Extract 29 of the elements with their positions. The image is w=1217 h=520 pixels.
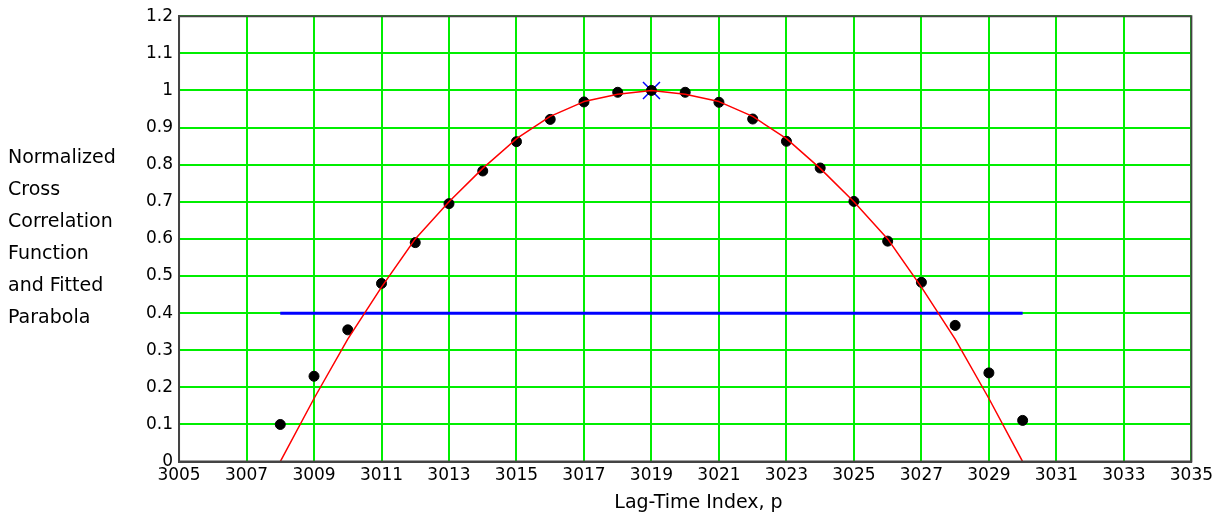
y-tick-label: 1.1 — [145, 41, 174, 62]
y-tick-label: 1 — [162, 78, 174, 99]
x-tick-label: 3025 — [832, 464, 876, 485]
x-tick-label: 3021 — [697, 464, 741, 485]
x-tick-label: 3015 — [494, 464, 539, 485]
y-tick-label: 0.2 — [145, 375, 174, 396]
y-tick-label: 0.1 — [145, 412, 174, 433]
y-tick-label: 0.4 — [145, 301, 174, 322]
y-tick-label: 0.6 — [145, 227, 174, 248]
x-tick-label: 3035 — [1169, 464, 1213, 485]
x-tick-label: 3011 — [359, 464, 404, 485]
x-tick-label: 3029 — [967, 464, 1011, 485]
x-tick-label: 3033 — [1102, 464, 1146, 485]
y-tick-label: 0.3 — [145, 338, 174, 359]
x-tick-label: 3017 — [562, 464, 606, 485]
x-tick-label: 3009 — [292, 464, 336, 485]
y-tick-label: 1.2 — [145, 4, 174, 25]
y-axis-title: Normalized Cross Correlation Function and Fitted Parabola — [8, 144, 117, 329]
x-tick-label: 3013 — [427, 464, 471, 485]
x-tick-label: 3031 — [1034, 464, 1079, 485]
y-tick-label: 0.9 — [145, 115, 174, 136]
x-tick-label: 3023 — [764, 464, 809, 485]
x-tick-label: 3027 — [899, 464, 944, 485]
x-axis-title: Lag-Time Index, p — [613, 490, 784, 512]
x-tick-label: 3019 — [629, 464, 674, 485]
y-tick-label: 0.7 — [145, 190, 174, 211]
y-tick-label: 0.8 — [145, 153, 174, 174]
y-tick-label: 0.5 — [145, 264, 174, 285]
x-tick-label: 3007 — [224, 464, 269, 485]
